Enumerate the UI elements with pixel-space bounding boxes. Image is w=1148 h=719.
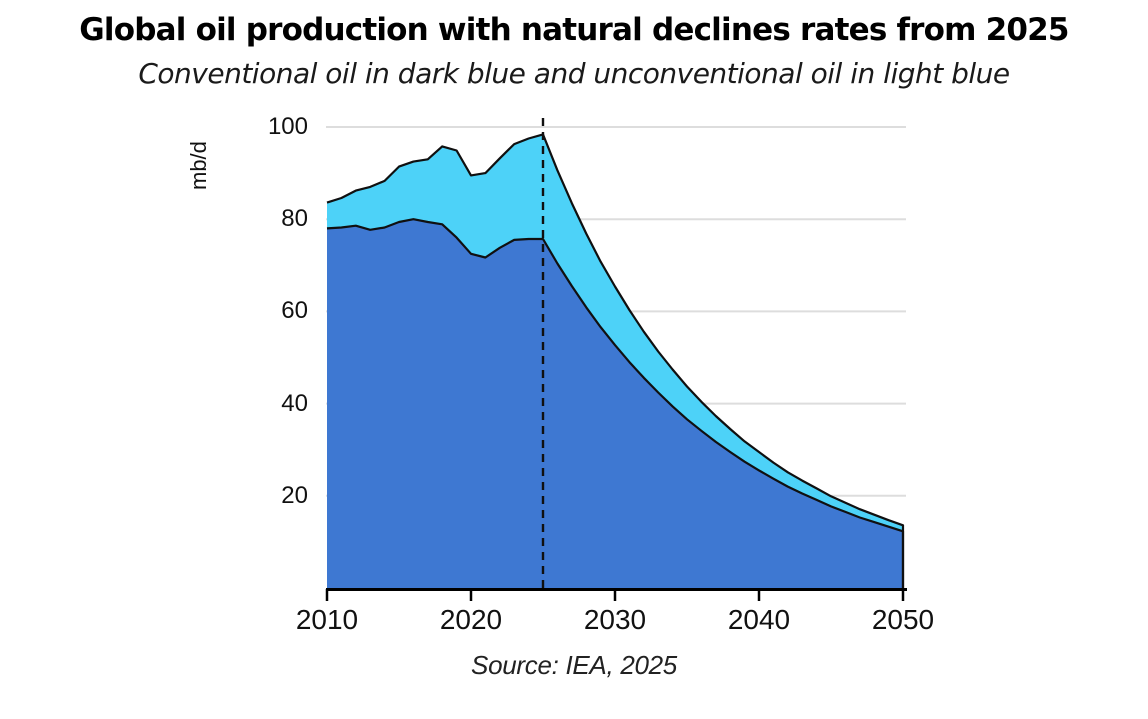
y-tick-label-100: 100 (267, 113, 308, 140)
total-outline (326, 133, 905, 588)
conventional-outline (326, 218, 905, 588)
x-tick-label-2020: 2020 (439, 604, 503, 635)
unconventional-area (327, 134, 903, 532)
y-tick-label-80: 80 (281, 205, 308, 232)
y-tick-label-40: 40 (281, 390, 308, 417)
chart-subtitle: Conventional oil in dark blue and unconv… (138, 57, 1010, 90)
x-tick-label-2030: 2030 (583, 604, 647, 635)
chart-title: Global oil production with natural decli… (79, 12, 1069, 48)
y-tick-label-20: 20 (281, 482, 308, 509)
y-tick-label-60: 60 (281, 297, 308, 324)
x-tick-label-2050: 2050 (871, 604, 935, 635)
y-axis-label: mb/d (186, 141, 211, 191)
x-tick-label-2040: 2040 (727, 604, 791, 635)
conventional-area (327, 219, 903, 588)
source-caption: Source: IEA, 2025 (471, 650, 677, 680)
x-tick-label-2010: 2010 (295, 604, 359, 635)
